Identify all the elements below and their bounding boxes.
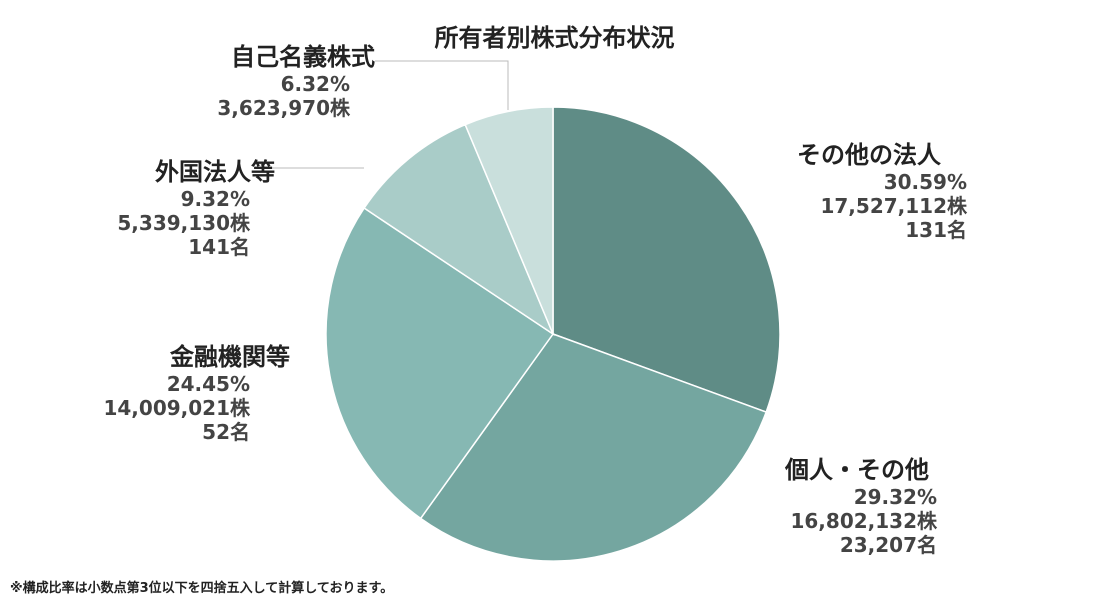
pie-slice-2 xyxy=(325,207,555,520)
slice-holders: 131名 xyxy=(905,218,967,242)
slice-holders: 52名 xyxy=(202,420,250,444)
label-individuals: 個人・その他 29.32% 16,802,132株 23,207名 xyxy=(785,458,937,557)
pie-slice-4 xyxy=(464,106,554,335)
slice-percent: 29.32% xyxy=(853,485,937,509)
slice-shares: 17,527,112株 xyxy=(820,194,967,218)
label-treasury-shares: 自己名義株式 6.32% 3,623,970株 xyxy=(200,45,375,120)
slice-shares: 14,009,021株 xyxy=(103,396,250,420)
slice-label: 自己名義株式 xyxy=(231,43,375,71)
slice-label: 金融機関等 xyxy=(170,343,290,371)
pie-slice-1 xyxy=(419,333,768,562)
label-other-corporations: その他の法人 30.59% 17,527,112株 131名 xyxy=(797,143,967,242)
slice-label: その他の法人 xyxy=(797,141,941,169)
slice-label: 個人・その他 xyxy=(785,456,929,484)
slice-shares: 16,802,132株 xyxy=(790,509,937,533)
slice-shares: 5,339,130株 xyxy=(117,211,250,235)
slice-shares: 3,623,970株 xyxy=(217,96,350,120)
leader-line-treasury-shares xyxy=(375,60,509,110)
chart-title: 所有者別株式分布状況 xyxy=(434,24,675,52)
label-financial-institutions: 金融機関等 24.45% 14,009,021株 52名 xyxy=(95,345,290,444)
pie-slice-0 xyxy=(552,106,781,414)
slice-percent: 6.32% xyxy=(280,72,350,96)
footnote: ※構成比率は小数点第3位以下を四捨五入して計算しております。 xyxy=(10,581,394,596)
slice-percent: 30.59% xyxy=(883,170,967,194)
slice-percent: 24.45% xyxy=(166,372,250,396)
label-foreign-corporations: 外国法人等 9.32% 5,339,130株 141名 xyxy=(95,160,275,259)
pie-slice-3 xyxy=(363,123,555,337)
slice-label: 外国法人等 xyxy=(155,158,275,186)
slice-holders: 23,207名 xyxy=(839,533,937,557)
slice-percent: 9.32% xyxy=(180,187,250,211)
slice-holders: 141名 xyxy=(188,235,250,259)
